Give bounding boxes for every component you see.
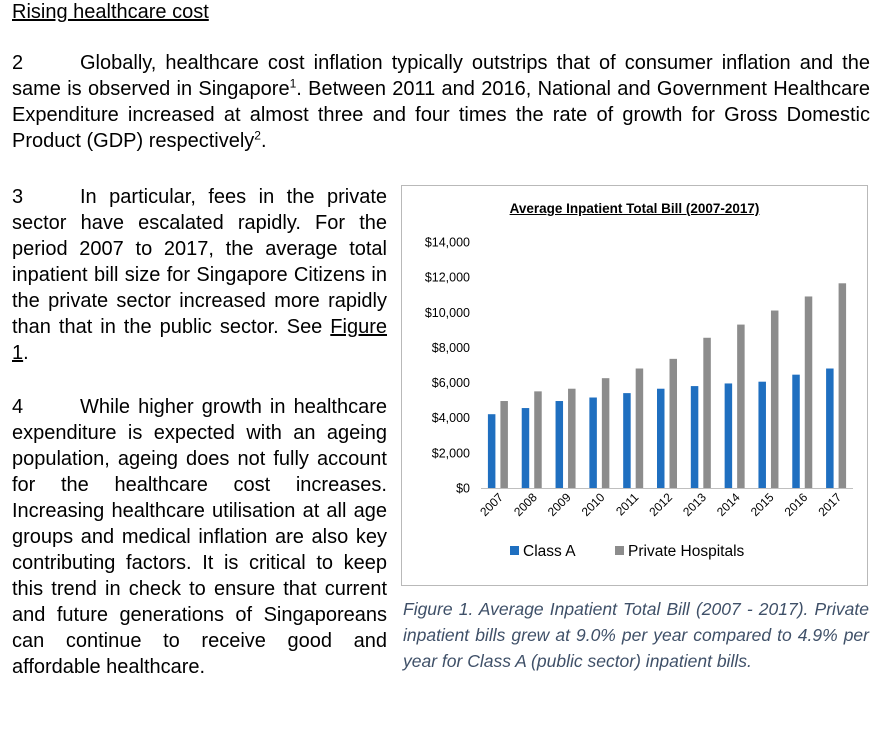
bar-class-a [623, 393, 631, 488]
x-tick-label: 2010 [579, 490, 608, 519]
bar-class-a [690, 386, 699, 488]
bar-class-a [487, 414, 496, 488]
paragraph-number: 2 [12, 52, 24, 74]
bar-class-a [792, 374, 800, 488]
bar-private [804, 296, 813, 488]
x-tick-label: 2007 [477, 490, 506, 519]
bar-private [838, 283, 847, 488]
bar-class-a [657, 388, 665, 488]
bar-private [703, 337, 711, 488]
paragraph-text: Globally, healthcare cost inflation typi… [12, 52, 870, 100]
x-tick-label: 2013 [680, 490, 709, 519]
paragraph-text: . [23, 342, 29, 364]
paragraph-text: . Between 2011 and 2016, National and Go… [12, 78, 870, 152]
chart-title: Average Inpatient Total Bill (2007-2017) [509, 201, 760, 216]
y-tick-label: $2,000 [432, 446, 470, 460]
section-heading: Rising healthcare cost [12, 1, 209, 23]
y-tick-label: $10,000 [425, 306, 470, 320]
legend-label-private: Private Hospitals [628, 543, 745, 560]
bar-class-a [724, 383, 733, 488]
footnote-ref-2[interactable]: 2 [254, 128, 261, 143]
x-tick-label: 2011 [613, 490, 641, 518]
x-tick-label: 2009 [545, 490, 574, 519]
y-tick-label: $12,000 [425, 271, 470, 285]
x-tick-label: 2015 [748, 490, 777, 519]
bar-class-a [826, 368, 834, 488]
paragraph-text: In particular, fees in the private secto… [12, 186, 387, 338]
x-tick-label: 2008 [511, 490, 540, 519]
bar-private [534, 391, 542, 488]
paragraph-3: 3 In particular, fees in the private sect… [12, 184, 387, 366]
bar-private [635, 368, 644, 488]
legend-label-class-a: Class A [523, 543, 576, 560]
bar-private [601, 378, 610, 488]
y-tick-label: $6,000 [432, 376, 470, 390]
figure-caption: Figure 1. Average Inpatient Total Bill (… [403, 599, 869, 671]
y-tick-label: $14,000 [425, 236, 470, 250]
bar-private [770, 310, 779, 488]
x-tick-label: 2016 [782, 490, 811, 519]
figure-chart: Average Inpatient Total Bill (2007-2017)… [401, 185, 868, 586]
x-tick-label: 2014 [714, 490, 743, 519]
bar-class-a [758, 381, 766, 488]
bar-class-a [555, 401, 564, 488]
paragraph-2: 2 Globally, healthcare cost inflation typ… [12, 50, 870, 154]
bar-class-a [589, 397, 597, 488]
x-tick-label: 2012 [646, 490, 675, 519]
y-tick-label: $8,000 [432, 341, 470, 355]
bar-private [737, 324, 745, 488]
paragraph-text: . [260, 130, 267, 152]
legend-swatch-class-a [510, 546, 519, 555]
y-tick-label: $4,000 [432, 411, 470, 425]
figure-link[interactable]: Figure 1 [12, 316, 387, 364]
paragraph-4: 4 While higher growth in healthcare expen… [12, 394, 387, 680]
paragraph-text: While higher growth in healthcare expend… [12, 396, 387, 678]
paragraph-number: 4 [12, 396, 24, 418]
bar-private [669, 358, 677, 488]
y-tick-label: $0 [456, 482, 470, 496]
x-tick-label: 2017 [815, 490, 844, 519]
footnote-ref-1[interactable]: 1 [289, 76, 297, 91]
bar-private [500, 401, 508, 488]
paragraph-number: 3 [12, 186, 24, 208]
legend-swatch-private [615, 546, 624, 555]
bar-private [568, 388, 576, 488]
bar-chart: $0 $2,000 $4,000 $6,000 $8,000 $10,000 $12,000… [425, 236, 853, 560]
bar-class-a [521, 408, 530, 488]
